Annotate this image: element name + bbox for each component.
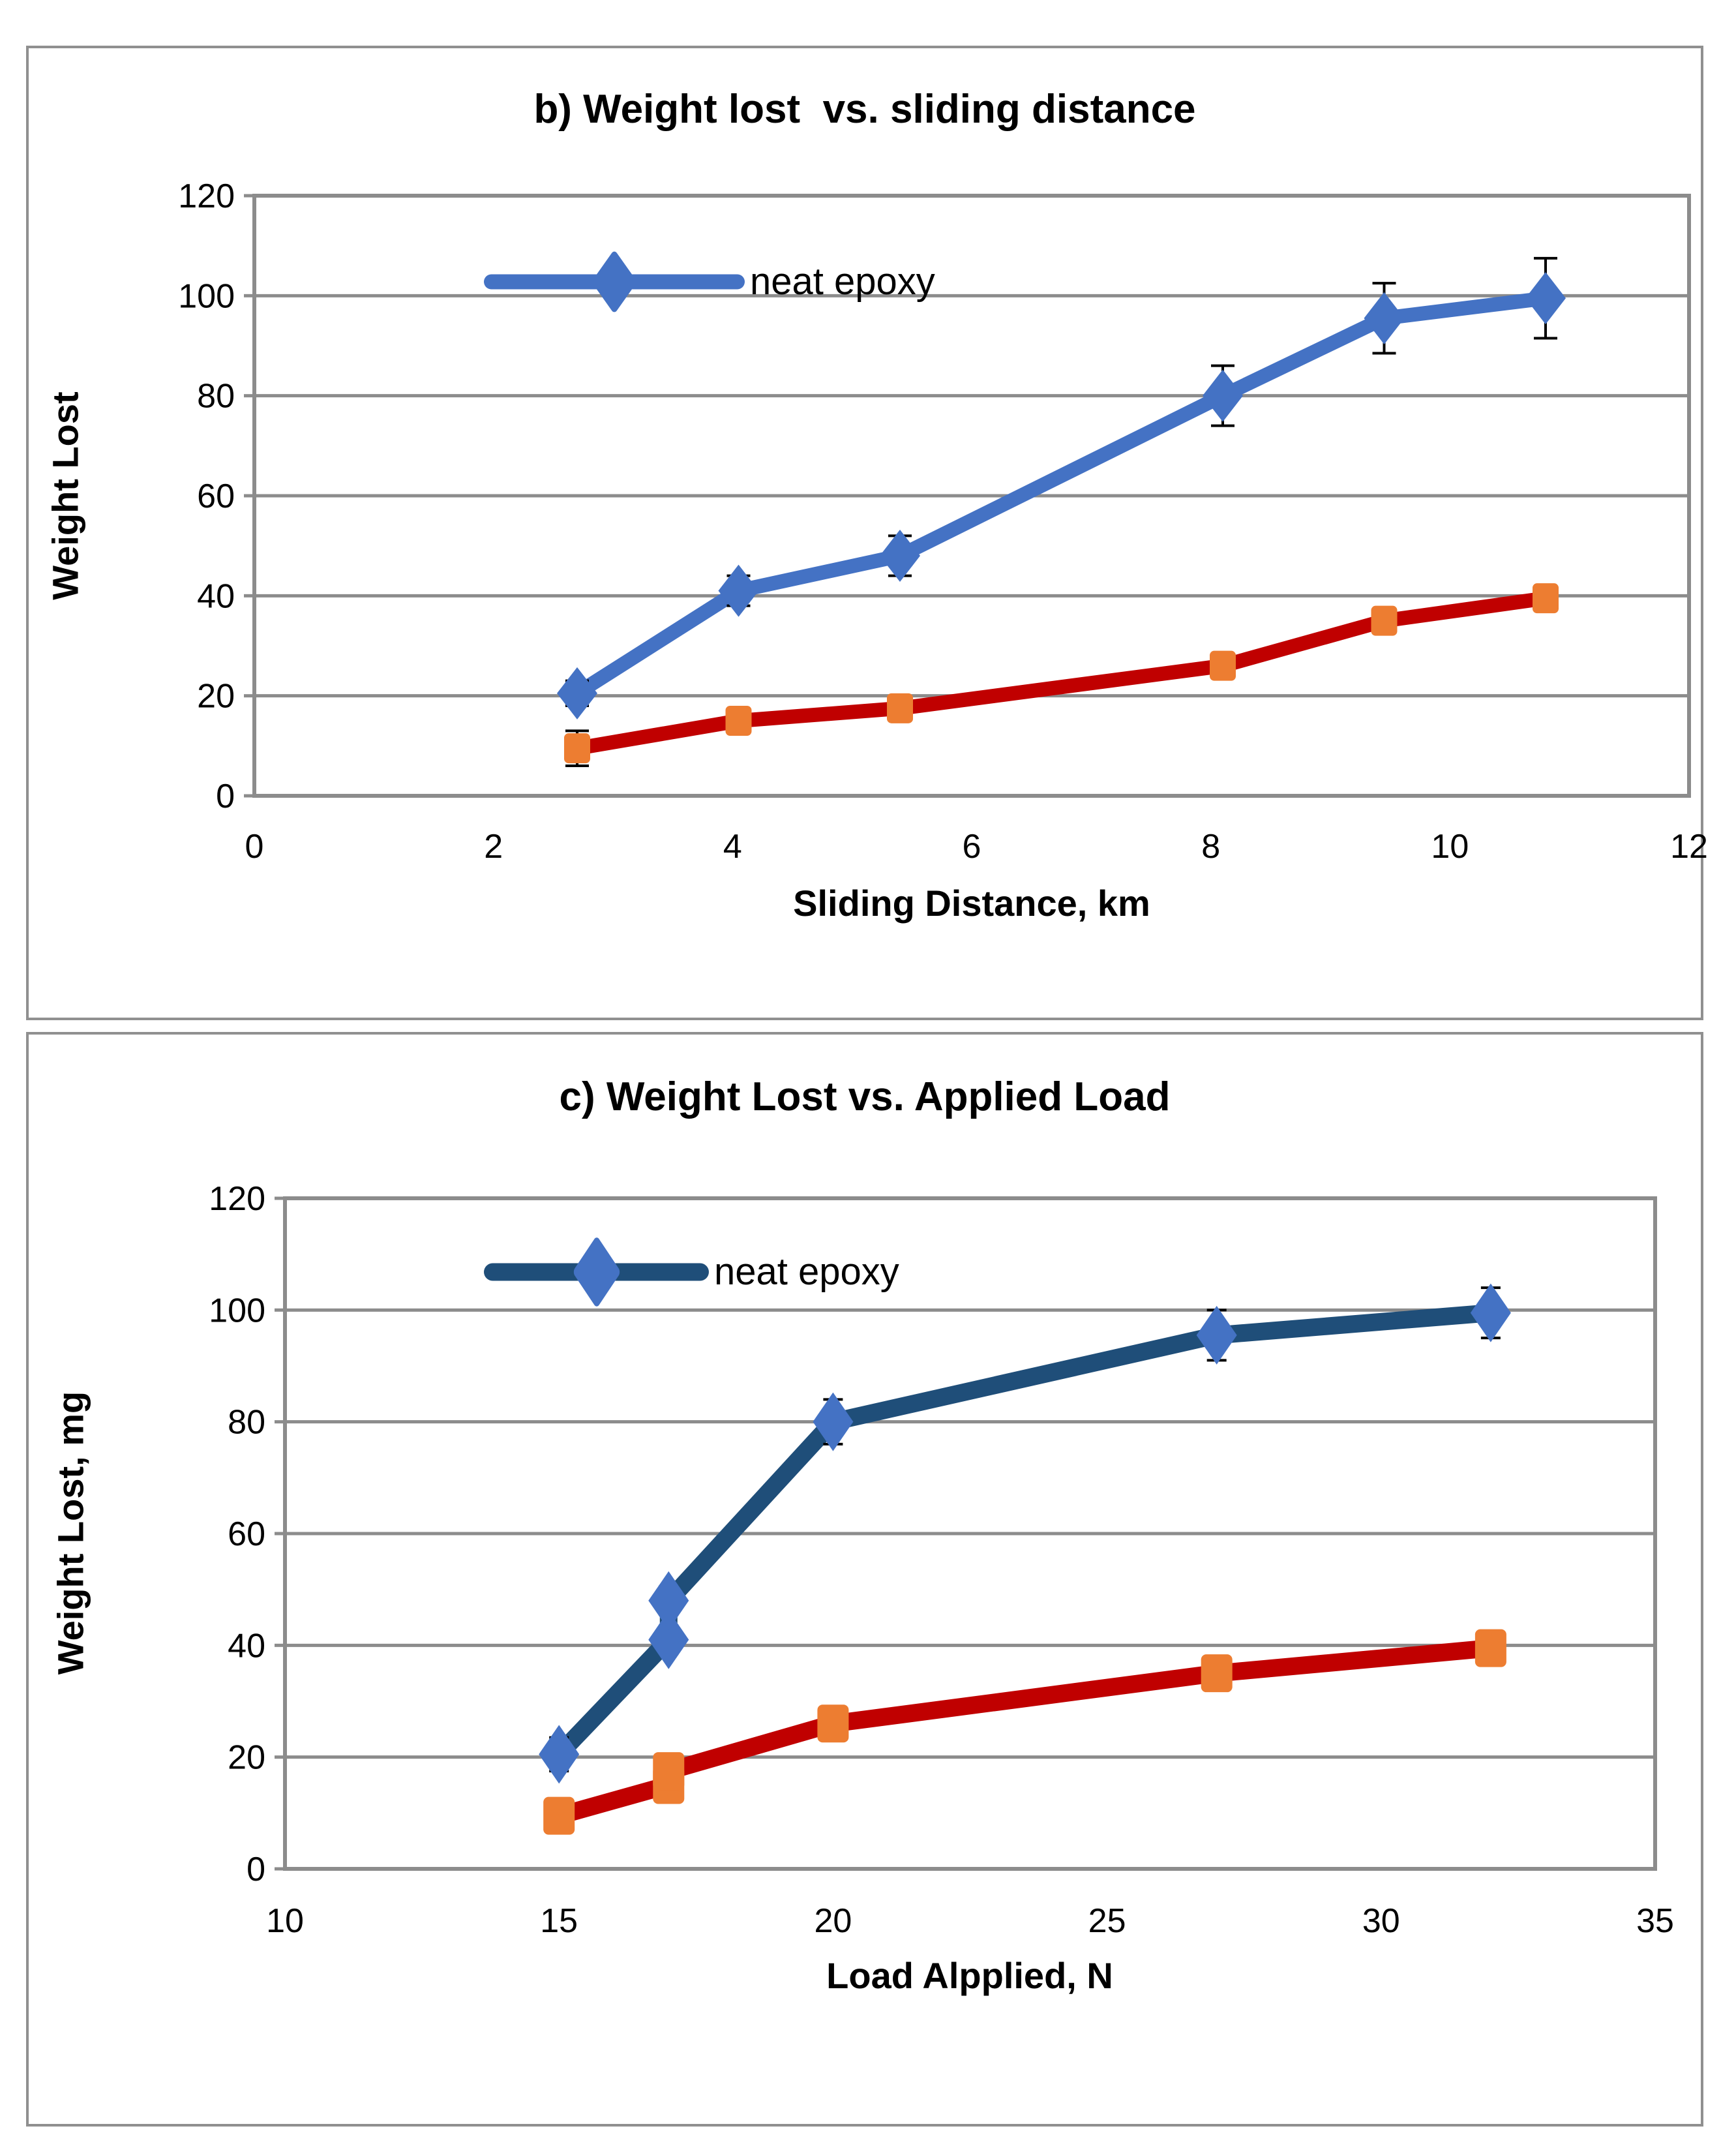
x-tick-label: 30 (1362, 1902, 1400, 1940)
x-tick-label: 15 (540, 1902, 578, 1940)
y-tick-label: 40 (197, 577, 235, 615)
x-tick-label: 4 (723, 828, 742, 866)
data-point-diamond-marker (1196, 1305, 1237, 1365)
data-point-diamond-marker (557, 667, 597, 719)
y-tick-label: 0 (247, 1851, 265, 1888)
data-point-square-marker (1474, 1629, 1506, 1667)
data-point-square-marker (1533, 583, 1559, 614)
chart-b-plot: 0 20 40 60 80 100 120 0 2 4 6 8 10 12 (178, 177, 1708, 866)
y-tick-label: 0 (216, 778, 235, 815)
x-tick-label: 0 (245, 828, 264, 866)
chart-c-title: c) Weight Lost vs. Applied Load (559, 1074, 1171, 1119)
data-point-diamond-marker (813, 1392, 854, 1451)
series-line (550, 1304, 1500, 1763)
chart-b-legend: neat epoxy (484, 249, 935, 314)
data-point-diamond-marker (1364, 292, 1405, 344)
legend-diamond-marker-icon (591, 249, 638, 314)
x-tick-label: 6 (963, 828, 981, 866)
data-point-square-marker (817, 1704, 849, 1743)
data-point-square-marker (543, 1796, 575, 1835)
y-tick-label: 80 (228, 1404, 265, 1442)
chart-c-x-axis-label: Load Alpplied, N (826, 1955, 1113, 1996)
x-tick-label: 10 (1431, 828, 1469, 866)
legend-line-diamond-icon (484, 249, 745, 314)
chart-b-y-axis-label: Weight Lost (44, 391, 86, 600)
chart-b-series-1 (564, 583, 1559, 767)
data-point-diamond-marker (880, 530, 920, 582)
data-point-square-marker (1210, 650, 1236, 681)
y-tick-label: 20 (228, 1739, 265, 1777)
data-point-square-marker (1371, 605, 1398, 636)
y-tick-label: 20 (197, 678, 235, 716)
data-point-diamond-marker (718, 564, 759, 617)
series-line (570, 291, 1553, 701)
chart-c-legend: neat epoxy (484, 1235, 899, 1309)
data-point-diamond-marker (1525, 272, 1566, 325)
series-line (570, 591, 1553, 756)
series-line (550, 1639, 1500, 1825)
x-tick-label: 8 (1201, 828, 1220, 866)
x-tick-label: 20 (814, 1902, 852, 1940)
data-point-square-marker (887, 693, 913, 723)
chart-c-series-1 (543, 1629, 1506, 1835)
chart-b-x-axis-label: Sliding Distance, km (793, 883, 1150, 924)
data-point-square-marker (564, 733, 590, 764)
chart-b-title: b) Weight lost vs. sliding distance (533, 87, 1196, 132)
y-tick-label: 100 (209, 1292, 265, 1329)
chart-c-series-0 (539, 1283, 1511, 1784)
legend-diamond-marker-icon (572, 1235, 621, 1309)
legend-label: neat epoxy (714, 1250, 899, 1293)
x-tick-label: 25 (1088, 1902, 1126, 1940)
x-tick-label: 35 (1636, 1902, 1674, 1940)
data-point-diamond-marker (648, 1571, 689, 1630)
legend-line-diamond-icon (484, 1235, 709, 1309)
data-point-diamond-marker (1203, 369, 1243, 422)
y-tick-label: 120 (209, 1180, 265, 1218)
y-tick-label: 100 (178, 277, 235, 315)
chart-panel-b: b) Weight lost vs. sliding distance (26, 46, 1703, 1020)
chart-b-series-0 (557, 256, 1566, 719)
data-point-diamond-marker (539, 1725, 580, 1784)
x-tick-label: 10 (266, 1902, 304, 1940)
data-point-square-marker (1201, 1654, 1233, 1693)
y-tick-label: 60 (228, 1515, 265, 1553)
data-point-diamond-marker (1470, 1283, 1511, 1342)
chart-c-y-axis-label: Weight Lost, mg (50, 1391, 91, 1675)
x-tick-label: 2 (484, 828, 503, 866)
legend-label: neat epoxy (750, 260, 935, 303)
y-tick-label: 40 (228, 1627, 265, 1665)
data-point-square-marker (725, 706, 752, 736)
y-tick-label: 60 (197, 477, 235, 515)
y-tick-label: 120 (178, 177, 235, 215)
chart-panel-c: c) Weight Lost vs. Applied Load (26, 1032, 1703, 2127)
data-point-diamond-marker (648, 1610, 689, 1669)
y-tick-label: 80 (197, 378, 235, 416)
chart-c-plot: 0 20 40 60 80 100 120 10 15 20 25 30 35 (209, 1180, 1674, 1940)
x-tick-label: 12 (1670, 828, 1708, 866)
data-point-square-marker (653, 1752, 685, 1791)
